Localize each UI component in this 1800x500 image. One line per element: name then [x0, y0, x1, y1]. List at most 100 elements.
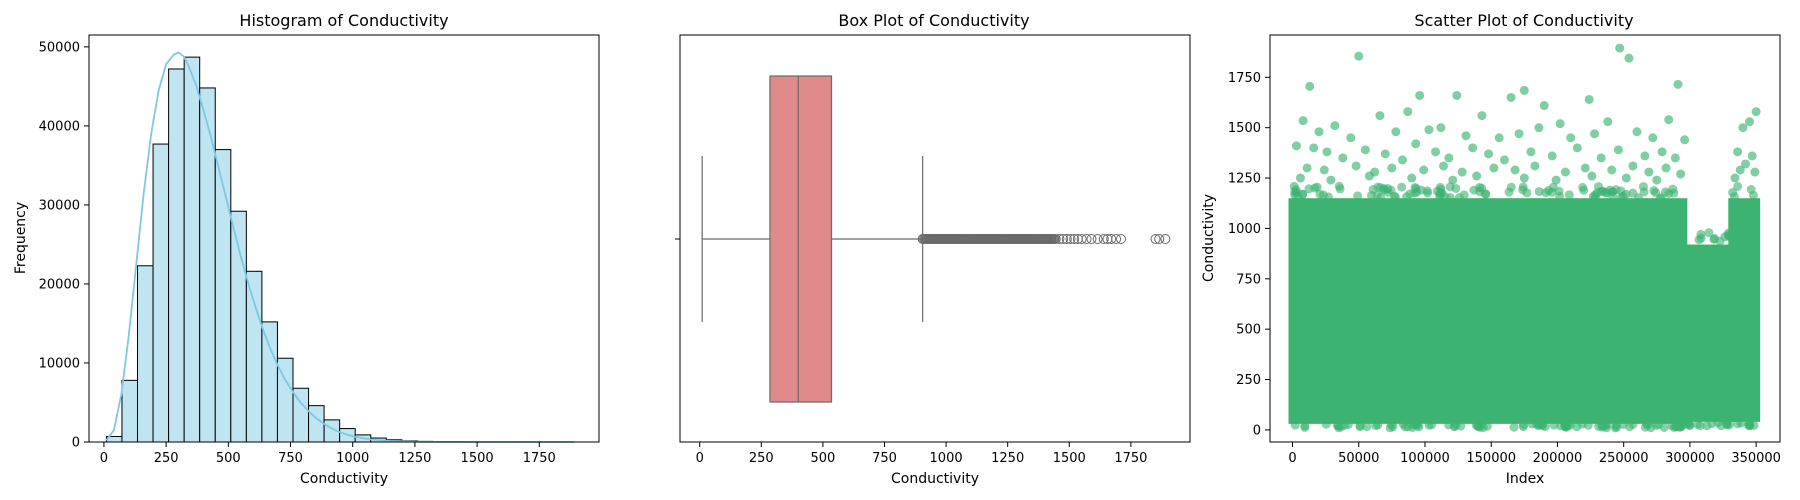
scatter-point	[1354, 51, 1364, 61]
scatter-x-tick-label: 250000	[1599, 451, 1649, 466]
scatter-point	[1578, 182, 1588, 192]
histogram-x-tick-label: 1000	[336, 451, 369, 466]
scatter-x-ticks: 0 50000 100000 150000 200000 250000 300000 3500…	[1288, 442, 1781, 466]
boxplot-x-tick-label: 250	[749, 451, 774, 466]
scatter-frame	[1269, 34, 1781, 443]
boxplot-outlier	[1069, 234, 1080, 244]
scatter-x-tick-label: 150000	[1466, 451, 1516, 466]
scatter-point	[1612, 422, 1622, 432]
scatter-point	[1450, 421, 1460, 431]
scatter-y-tick-label: 250	[1236, 373, 1261, 388]
boxplot-x-tick-label: 750	[872, 451, 897, 466]
scatter-point	[1566, 133, 1576, 143]
scatter-point	[1680, 135, 1690, 145]
histogram-bar	[137, 265, 154, 443]
scatter-dense-region	[1679, 244, 1737, 422]
scatter-point	[1291, 187, 1301, 197]
scatter-point	[1696, 229, 1706, 239]
histogram-bar	[121, 379, 139, 443]
scatter-point	[1675, 422, 1685, 432]
boxplot-outlier	[1081, 234, 1092, 244]
histogram-y-tick-label: 50000	[39, 40, 80, 55]
scatter-point	[1343, 420, 1353, 430]
scatter-point	[1397, 155, 1407, 165]
scatter-y-tick-label: 0	[1253, 423, 1261, 438]
scatter-point	[1403, 107, 1413, 117]
scatter-title: Scatter Plot of Conductivity	[1414, 11, 1633, 30]
boxplot-x-tick-label: 1000	[930, 451, 963, 466]
scatter-point	[1555, 119, 1565, 129]
boxplot-x-tick-label: 500	[810, 451, 835, 466]
scatter-point	[1461, 131, 1471, 141]
histogram-bar	[261, 321, 278, 443]
scatter-point	[1494, 133, 1504, 143]
histogram-x-tick-label: 1750	[523, 451, 556, 466]
scatter-point	[1334, 181, 1344, 191]
scatter-point	[1509, 422, 1519, 432]
scatter-point	[1522, 188, 1532, 198]
scatter-point	[1290, 420, 1300, 430]
scatter-point	[1751, 107, 1761, 117]
scatter-point	[1431, 147, 1441, 157]
scatter-point	[1355, 421, 1365, 431]
histogram-y-ticks: 0 10000 20000 30000 40000 50000	[39, 40, 89, 451]
histogram-bar	[245, 270, 263, 443]
boxplot-outlier	[1150, 234, 1161, 244]
scatter-point	[1530, 161, 1540, 171]
scatter-point	[1398, 419, 1408, 429]
boxplot-x-tick-label: 0	[696, 451, 704, 466]
boxplot-x-tick-label: 1250	[991, 451, 1024, 466]
scatter-point	[1664, 189, 1674, 199]
scatter-point	[1309, 143, 1319, 153]
scatter-point	[1519, 85, 1529, 95]
scatter-point	[1477, 183, 1487, 193]
scatter-point	[1549, 420, 1559, 430]
scatter-point	[1510, 165, 1520, 175]
scatter-point	[1436, 123, 1446, 133]
boxplot-x-tick-label: 1750	[1114, 451, 1147, 466]
scatter-point	[1484, 149, 1494, 159]
histogram-title: Histogram of Conductivity	[239, 11, 448, 30]
scatter-point	[1577, 419, 1587, 429]
boxplot-outlier	[1106, 234, 1117, 244]
scatter-point	[1670, 153, 1680, 163]
scatter-point	[1733, 181, 1743, 191]
scatter-point	[1572, 143, 1582, 153]
scatter-point	[1613, 145, 1623, 155]
scatter-point	[1551, 175, 1561, 185]
boxplot-plot-area	[701, 75, 1171, 403]
scatter-point	[1624, 53, 1634, 63]
scatter-point	[1360, 145, 1370, 155]
histogram-x-tick-label: 1500	[461, 451, 494, 466]
scatter-y-tick-label: 1750	[1228, 71, 1261, 86]
boxplot-x-tick-label: 1500	[1053, 451, 1086, 466]
scatter-point	[1695, 421, 1705, 431]
scatter-point	[1362, 422, 1372, 432]
scatter-point	[1506, 182, 1516, 192]
scatter-y-ticks: 0 250 500 750 1000 1250 1500 1750	[1228, 71, 1270, 438]
scatter-point	[1380, 149, 1390, 159]
scatter-point	[1506, 92, 1516, 102]
scatter-point	[1445, 193, 1455, 203]
scatter-point	[1640, 422, 1650, 432]
scatter-point	[1353, 191, 1363, 201]
scatter-point	[1518, 422, 1528, 432]
scatter-point	[1611, 185, 1621, 195]
scatter-point	[1390, 192, 1400, 202]
scatter-point	[1625, 422, 1635, 432]
histogram-x-tick-label: 0	[100, 451, 108, 466]
boxplot-title: Box Plot of Conductivity	[838, 11, 1029, 30]
scatter-y-tick-label: 500	[1236, 323, 1261, 338]
scatter-point	[1560, 167, 1570, 177]
boxplot-outlier	[1076, 234, 1087, 244]
scatter-x-tick-label: 350000	[1731, 451, 1781, 466]
scatter-point	[1735, 165, 1745, 175]
scatter-point	[1472, 171, 1482, 181]
scatter-point	[1499, 155, 1509, 165]
histogram-y-tick-label: 30000	[39, 198, 80, 213]
scatter-point	[1603, 117, 1613, 127]
scatter-point	[1468, 143, 1478, 153]
scatter-point	[1375, 111, 1385, 121]
scatter-point	[1684, 418, 1694, 428]
